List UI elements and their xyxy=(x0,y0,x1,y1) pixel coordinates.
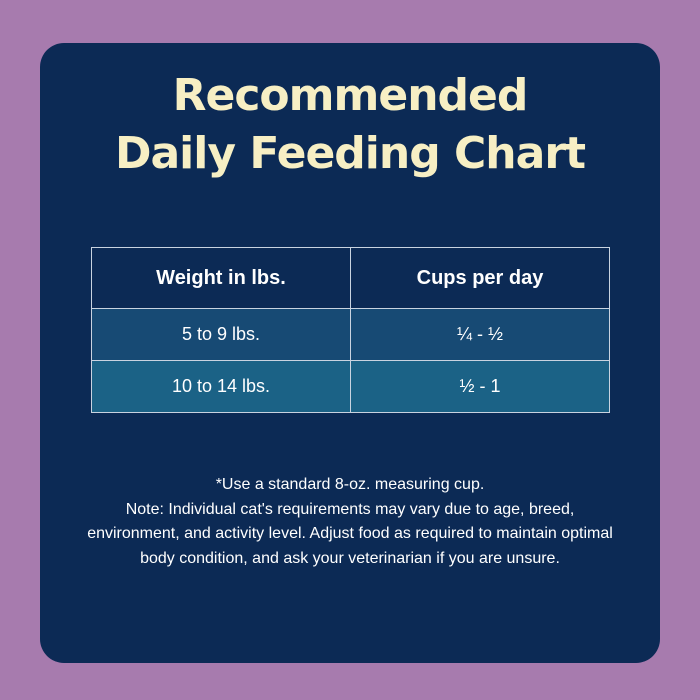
cell: ¼ - ½ xyxy=(350,308,610,361)
cell: ½ - 1 xyxy=(350,360,610,413)
note: *Use a standard 8-oz. measuring cup. xyxy=(215,476,485,493)
header-cell: Weight in lbs. xyxy=(91,247,351,309)
notes: *Use a standard 8-oz. measuring cup. Not… xyxy=(80,473,620,571)
note: Note: Individual cat's requirements may … xyxy=(87,500,613,567)
feeding-table: Weight in lbs. Cups per day 5 to 9 lbs. … xyxy=(91,247,610,413)
row: 5 to 9 lbs. ¼ - ½ xyxy=(91,308,610,361)
row: 10 to 14 lbs. ½ - 1 xyxy=(91,360,610,413)
title: Recommended Daily Feeding Chart xyxy=(40,67,660,183)
title-line: Daily Feeding Chart xyxy=(114,128,586,179)
title-line: Recommended xyxy=(172,70,529,121)
card: Recommended Daily Feeding Chart Weight i… xyxy=(40,43,660,663)
cell: 5 to 9 lbs. xyxy=(91,308,351,361)
header-cell: Cups per day xyxy=(350,247,610,309)
header-row: Weight in lbs. Cups per day xyxy=(91,247,610,309)
cell: 10 to 14 lbs. xyxy=(91,360,351,413)
